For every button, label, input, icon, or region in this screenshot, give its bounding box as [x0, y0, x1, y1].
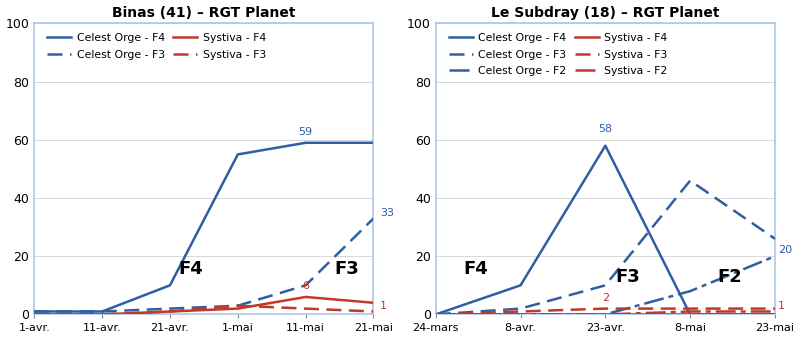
Celest Orge - F4	[770, 312, 780, 316]
Text: F4: F4	[178, 260, 202, 278]
Legend: Celest Orge - F4, Celest Orge - F3, Celest Orge - F2, Systiva - F4, Systiva - F3: Celest Orge - F4, Celest Orge - F3, Cele…	[445, 29, 672, 81]
Legend: Celest Orge - F4, Celest Orge - F3, Systiva - F4, Systiva - F3: Celest Orge - F4, Celest Orge - F3, Syst…	[43, 29, 270, 64]
Celest Orge - F3	[431, 312, 441, 316]
Celest Orge - F3	[601, 283, 610, 287]
Celest Orge - F4	[30, 310, 39, 314]
Celest Orge - F4	[369, 141, 378, 145]
Text: 6: 6	[302, 281, 309, 291]
Celest Orge - F3	[686, 179, 695, 183]
Text: 2: 2	[602, 293, 609, 303]
Text: 20: 20	[778, 245, 792, 255]
Celest Orge - F2	[686, 289, 695, 293]
Text: F3: F3	[615, 268, 640, 286]
Celest Orge - F4	[301, 141, 310, 145]
Systiva - F3	[516, 310, 526, 314]
Celest Orge - F4	[98, 310, 107, 314]
Text: 59: 59	[298, 127, 313, 137]
Celest Orge - F3	[233, 304, 242, 308]
Systiva - F3	[431, 312, 441, 316]
Celest Orge - F2	[431, 312, 441, 316]
Text: 1: 1	[380, 301, 387, 311]
Celest Orge - F4	[233, 152, 242, 156]
Text: F2: F2	[718, 268, 742, 286]
Systiva - F2	[770, 310, 780, 314]
Line: Celest Orge - F4: Celest Orge - F4	[436, 146, 775, 314]
Text: 58: 58	[598, 124, 613, 134]
Celest Orge - F3	[301, 283, 310, 287]
Systiva - F4	[98, 312, 107, 316]
Celest Orge - F4	[601, 144, 610, 148]
Line: Systiva - F2: Systiva - F2	[436, 312, 775, 314]
Text: F4: F4	[463, 260, 488, 278]
Systiva - F3	[301, 306, 310, 311]
Systiva - F3	[30, 312, 39, 316]
Line: Celest Orge - F2: Celest Orge - F2	[436, 256, 775, 314]
Celest Orge - F3	[516, 306, 526, 311]
Systiva - F3	[770, 306, 780, 311]
Systiva - F3	[233, 304, 242, 308]
Celest Orge - F3	[30, 310, 39, 314]
Systiva - F4	[601, 312, 610, 316]
Text: 1: 1	[778, 301, 785, 311]
Celest Orge - F3	[165, 306, 174, 311]
Celest Orge - F4	[516, 283, 526, 287]
Systiva - F3	[686, 306, 695, 311]
Systiva - F3	[98, 312, 107, 316]
Celest Orge - F2	[516, 312, 526, 316]
Systiva - F2	[601, 312, 610, 316]
Systiva - F4	[233, 306, 242, 311]
Title: Binas (41) – RGT Planet: Binas (41) – RGT Planet	[112, 5, 296, 20]
Systiva - F2	[686, 310, 695, 314]
Systiva - F2	[516, 312, 526, 316]
Systiva - F4	[516, 312, 526, 316]
Systiva - F3	[601, 306, 610, 311]
Systiva - F3	[165, 310, 174, 314]
Systiva - F4	[431, 312, 441, 316]
Celest Orge - F2	[770, 254, 780, 258]
Line: Systiva - F3: Systiva - F3	[34, 306, 374, 314]
Systiva - F4	[770, 312, 780, 316]
Systiva - F4	[301, 295, 310, 299]
Celest Orge - F3	[369, 216, 378, 220]
Line: Celest Orge - F3: Celest Orge - F3	[436, 181, 775, 314]
Line: Systiva - F3: Systiva - F3	[436, 308, 775, 314]
Celest Orge - F2	[601, 312, 610, 316]
Text: F3: F3	[334, 260, 358, 278]
Celest Orge - F4	[686, 312, 695, 316]
Systiva - F4	[686, 312, 695, 316]
Celest Orge - F3	[770, 237, 780, 241]
Text: 33: 33	[380, 207, 394, 218]
Title: Le Subdray (18) – RGT Planet: Le Subdray (18) – RGT Planet	[491, 5, 719, 20]
Line: Celest Orge - F3: Celest Orge - F3	[34, 218, 374, 312]
Celest Orge - F4	[431, 312, 441, 316]
Systiva - F2	[431, 312, 441, 316]
Systiva - F4	[369, 301, 378, 305]
Systiva - F4	[30, 312, 39, 316]
Systiva - F4	[165, 310, 174, 314]
Celest Orge - F4	[165, 283, 174, 287]
Celest Orge - F3	[98, 310, 107, 314]
Line: Systiva - F4: Systiva - F4	[34, 297, 374, 314]
Systiva - F3	[369, 310, 378, 314]
Line: Celest Orge - F4: Celest Orge - F4	[34, 143, 374, 312]
